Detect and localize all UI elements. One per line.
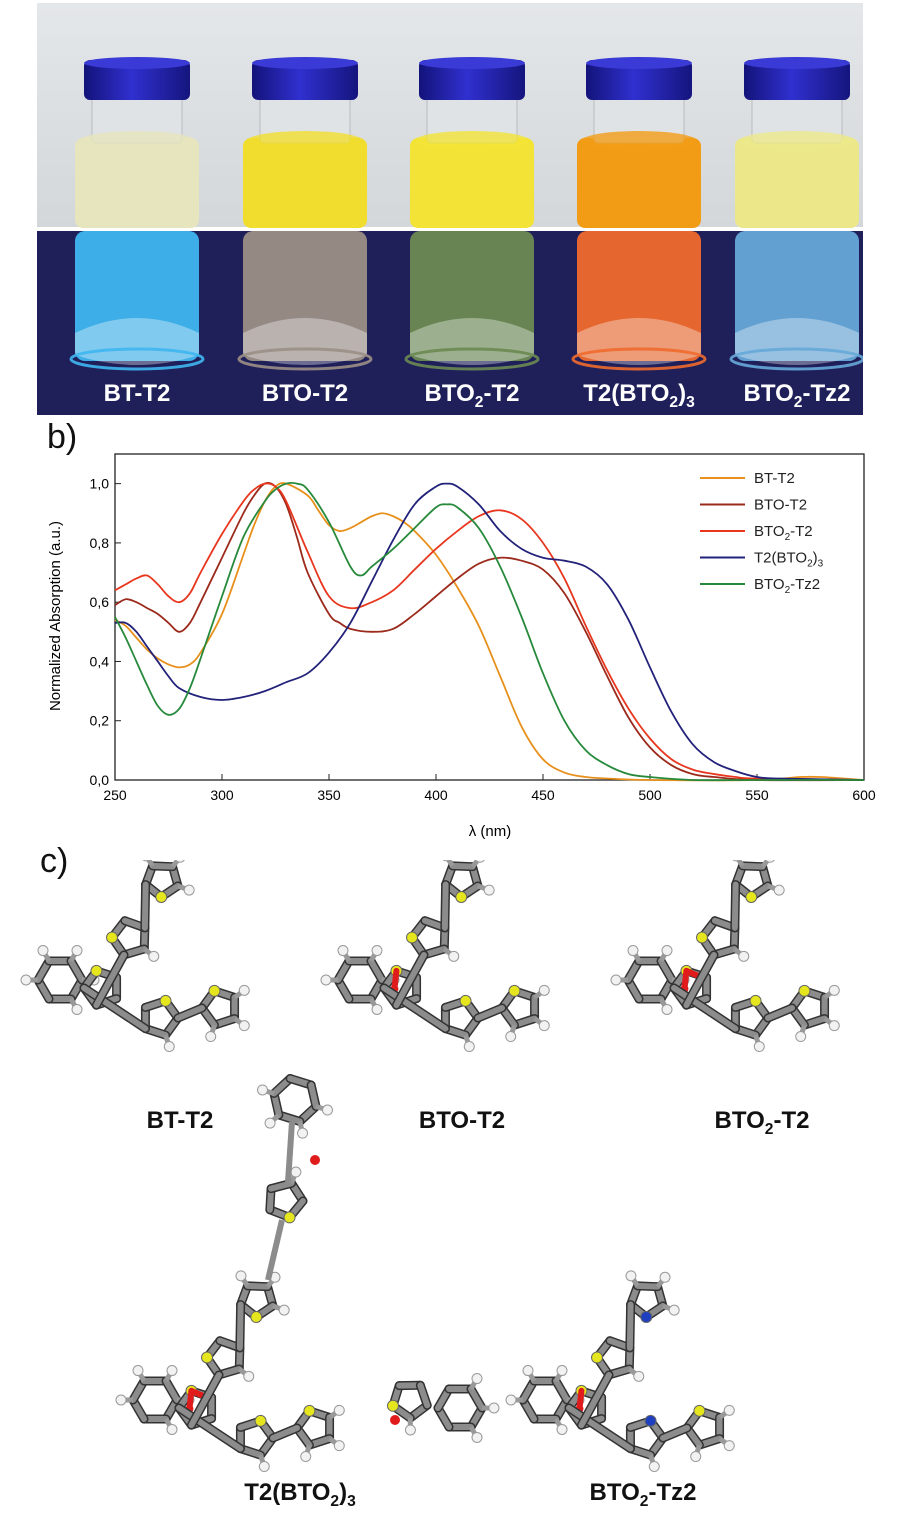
molecular-structures: BT-T2 BTO-T2 BTO2-T2 T2(BTO2)3 BTO2-Tz2: [20, 860, 840, 1510]
panel-label-c: c): [40, 842, 69, 880]
vial-cap: [419, 60, 525, 100]
legend-entry: BTO2-T2: [754, 523, 813, 543]
vial-label: BTO-T2: [262, 380, 348, 407]
vial-solution-uv: [735, 231, 859, 361]
vial-label: BT-T2: [104, 380, 171, 407]
vial: [729, 57, 863, 371]
molecule-model: [320, 860, 550, 1053]
molecule-model-extension: [257, 1074, 500, 1443]
structure-label: BT-T2: [147, 1107, 214, 1134]
structure-label: BTO2-T2: [715, 1107, 810, 1138]
molecule-model: [505, 1270, 735, 1473]
vial-solution-uv: [410, 231, 534, 361]
legend-entry: BTO2-Tz2: [754, 576, 820, 596]
molecule-model: [610, 860, 840, 1053]
y-tick-label: 0,6: [90, 594, 110, 610]
vial-label: BTO2-Tz2: [744, 380, 851, 411]
x-tick-label: 400: [424, 787, 448, 803]
y-tick-label: 1,0: [90, 476, 110, 492]
series-line-1: [114, 482, 865, 782]
vial-solution-day: [243, 138, 367, 228]
vial: [571, 57, 707, 371]
molecule-model: [115, 1270, 345, 1473]
vial-solution-uv: [577, 231, 701, 361]
structure-label: T2(BTO2)3: [244, 1479, 356, 1510]
x-tick-label: 600: [852, 787, 876, 803]
legend-entry: BT-T2: [754, 470, 795, 487]
vial-cap: [586, 60, 692, 100]
legend-entry: T2(BTO2)3: [754, 550, 824, 570]
x-tick-label: 550: [745, 787, 769, 803]
x-tick-label: 350: [317, 787, 341, 803]
vial-solution-day: [75, 138, 199, 228]
vial: [69, 57, 205, 371]
vial: [237, 57, 373, 371]
x-axis-label: λ (nm): [469, 823, 512, 840]
vial-solution-uv: [243, 231, 367, 361]
y-tick-label: 0,0: [90, 772, 110, 788]
series-line-4: [114, 481, 864, 782]
y-tick-label: 0,4: [90, 653, 110, 669]
y-tick-label: 0,2: [90, 713, 110, 729]
series-line-2: [114, 482, 865, 781]
plot-frame: [114, 453, 865, 781]
y-tick-label: 0,8: [90, 535, 110, 551]
y-axis-label: Normalized Absorption (a.u.): [47, 521, 64, 711]
vial-cap: [252, 60, 358, 100]
vial-solution-uv: [75, 231, 199, 361]
x-tick-label: 300: [210, 787, 234, 803]
structure-label: BTO-T2: [419, 1107, 505, 1134]
vials-photograph: BT-T2 BTO-T2 BTO2-T2 T2(BTO2)3 BTO2-Tz2: [37, 3, 863, 415]
panel-label-b: b): [47, 418, 78, 456]
x-tick-label: 500: [638, 787, 662, 803]
vial-solution-day: [410, 138, 534, 228]
vial-solution-day: [577, 138, 701, 228]
x-tick-label: 250: [103, 787, 127, 803]
series-line-0: [114, 482, 865, 782]
molecule-model: [20, 860, 250, 1053]
vial-cap: [84, 60, 190, 100]
structure-label: BTO2-Tz2: [590, 1479, 697, 1510]
vial-label: T2(BTO2)3: [583, 380, 695, 411]
legend-entry: BTO-T2: [754, 497, 807, 514]
vial-label: BTO2-T2: [425, 380, 520, 411]
x-tick-label: 450: [531, 787, 555, 803]
vial: [404, 57, 540, 371]
absorption-chart: 250 300 350 400 450 500 550 600 0,0 0,2 0,4 0,6 0,8 1…: [47, 453, 876, 840]
series-line-3: [114, 482, 865, 781]
vial-cap: [744, 60, 850, 100]
vial-solution-day: [735, 138, 859, 228]
